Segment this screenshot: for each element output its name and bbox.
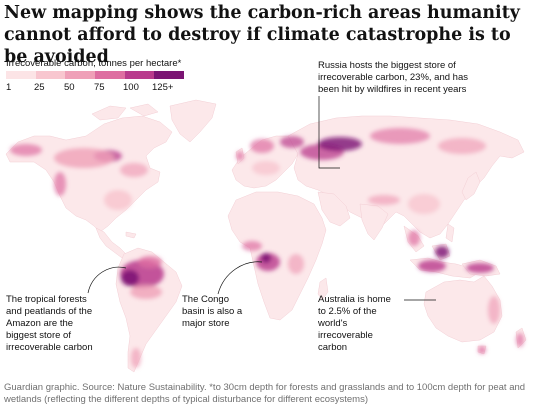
legend-swatch	[65, 71, 96, 79]
hotspot-himalaya	[368, 195, 400, 205]
north-america-land	[5, 115, 173, 233]
annotation-amazon: The tropical forests and peatlands of th…	[6, 294, 93, 353]
hotspot-mainland-sea	[408, 230, 420, 246]
legend-swatch	[35, 71, 66, 79]
arabia-land	[317, 191, 351, 227]
legend-swatch	[124, 71, 155, 79]
central-america-land	[95, 227, 127, 259]
world-carbon-map	[5, 96, 527, 373]
arctic-islands-land	[129, 103, 159, 117]
legend-tick: 125+	[152, 82, 174, 93]
caribbean-land	[125, 231, 137, 239]
india-land	[359, 203, 389, 241]
greenland-land	[169, 99, 217, 143]
hotspot-china-south	[408, 194, 440, 214]
leader-line-congo	[217, 261, 263, 295]
annotation-australia: Australia is home to 2.5% of the world's…	[318, 294, 391, 353]
legend-tick: 75	[94, 82, 105, 93]
hotspot-tasmania	[478, 346, 486, 354]
legend-swatch	[154, 71, 185, 79]
hotspot-pacific-northwest	[54, 172, 66, 196]
hotspot-amazon-north	[138, 256, 162, 268]
hotspot-russia-north	[280, 136, 304, 148]
hotspot-congo-peat	[261, 253, 271, 263]
hotspot-east-africa	[288, 254, 304, 274]
carbon-hotspots	[10, 128, 524, 368]
japan-land	[461, 171, 481, 201]
africa-land	[227, 191, 327, 321]
hotspot-east-siberia	[370, 128, 430, 144]
legend-tick: 50	[64, 82, 75, 93]
hotspot-quebec	[120, 163, 148, 177]
hotspot-patagonia	[131, 348, 141, 368]
hotspot-indonesia	[418, 260, 446, 272]
hotspot-scandinavia	[250, 139, 274, 153]
australia-land	[423, 275, 503, 343]
hotspot-west-africa	[242, 241, 262, 251]
legend-tick: 1	[6, 82, 12, 93]
legend-color-scale	[6, 71, 185, 79]
headline: New mapping shows the carbon-rich areas …	[4, 3, 520, 67]
annotation-russia: Russia hosts the biggest store of irreco…	[318, 60, 468, 95]
philippines-land	[445, 223, 455, 243]
arctic-islands-land	[91, 105, 127, 121]
footer-source-note: Guardian graphic. Source: Nature Sustain…	[4, 382, 526, 405]
hotspot-eastern-us	[104, 190, 132, 210]
hotspot-uk	[236, 151, 244, 161]
hotspot-alaska	[10, 144, 42, 156]
hotspot-russia-core	[318, 137, 362, 151]
legend-swatch	[6, 71, 36, 79]
hotspot-amazon-peatland	[121, 270, 139, 286]
hotspot-canada-boreal	[54, 148, 114, 168]
leader-line-amazon	[87, 266, 127, 294]
legend-tick-labels: 1 25 50 75 100 125+	[6, 82, 196, 94]
leader-line-russia	[318, 96, 340, 169]
annotation-congo: The Congo basin is also a major store	[182, 294, 243, 329]
hotspot-new-zealand	[516, 333, 524, 347]
legend-title: Irrecoverable carbon, tonnes per hectare…	[6, 58, 182, 69]
legend-tick: 25	[34, 82, 45, 93]
legend-swatch	[95, 71, 125, 79]
leader-lines	[87, 96, 436, 301]
hotspot-new-guinea	[466, 263, 494, 273]
hotspot-borneo	[435, 246, 449, 258]
hotspot-australia-east	[488, 296, 500, 324]
madagascar-land	[317, 277, 329, 301]
hotspot-amazon-south	[130, 285, 162, 299]
hotspot-far-east	[438, 138, 486, 154]
legend-tick: 100	[123, 82, 139, 93]
hotspot-central-europe	[252, 161, 280, 175]
